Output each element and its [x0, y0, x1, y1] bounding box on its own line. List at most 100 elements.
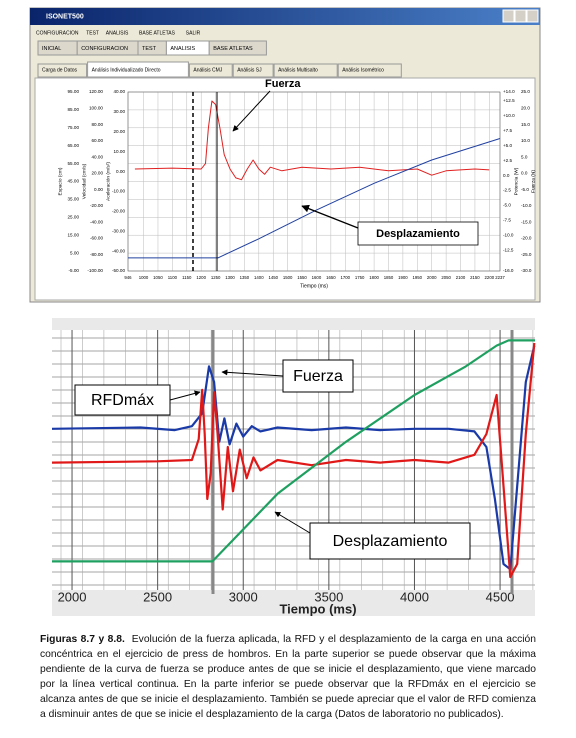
subtab-label[interactable]: Análisis Individualizado Directo [92, 67, 161, 73]
subtab[interactable] [337, 63, 402, 78]
x-tick-label: 1300 [225, 275, 235, 280]
y-tick-label: 15.0 [521, 122, 530, 127]
annotation-box [74, 384, 171, 416]
y-tick-label: -25.0 [521, 252, 532, 257]
x-tick-label: 3000 [229, 589, 258, 604]
bottom-line [51, 345, 536, 571]
caption-text: Evolución de la fuerza aplicada, la RFD … [40, 634, 536, 720]
subtab-label[interactable]: Carga de Datos [42, 67, 78, 73]
subtab-label[interactable]: Análisis SJ [237, 67, 262, 73]
arrow [274, 511, 311, 534]
x-tick-label: 1050 [153, 275, 163, 280]
arrow [221, 369, 284, 377]
tab-label[interactable]: INICIAL [42, 46, 61, 52]
menu-item[interactable]: BASE ATLETAS [139, 30, 176, 36]
bottom-line [52, 339, 535, 563]
annotation: Fuerza [293, 368, 343, 385]
x-tick-label: 1200 [196, 275, 206, 280]
y-tick-label: 10.00 [114, 149, 126, 154]
y-tick-label: -50.00 [112, 268, 125, 273]
x-tick-label: 1700 [340, 275, 350, 280]
y-tick-label: -15.0 [521, 219, 532, 224]
subtab[interactable] [273, 63, 338, 78]
annotation: Desplazamiento [376, 228, 460, 240]
y-tick-label: 100.00 [89, 105, 103, 110]
x-tick-label: 1400 [254, 275, 264, 280]
x-tick-label: 2050 [441, 275, 451, 280]
menu-item[interactable]: SALIR [186, 30, 201, 36]
y-tick-label: -10.00 [112, 189, 125, 194]
arrow [169, 390, 201, 401]
tab[interactable] [208, 40, 267, 56]
y-tick-label: 5.0 [521, 154, 528, 159]
minimize-button[interactable] [502, 9, 515, 23]
window-title: ISONET500 [46, 13, 84, 20]
y-axis-label: Aceleración (m/s²) [105, 162, 111, 201]
x-tick-label: 2000 [58, 589, 87, 604]
x-tick-label: 1450 [268, 275, 278, 280]
y-tick-label: 0.0 [503, 173, 510, 178]
y-tick-label: +14.0 [503, 89, 515, 94]
y-tick-label: -20.0 [521, 236, 532, 241]
y-tick-label: 20.00 [92, 171, 104, 176]
y-tick-label: -7.5 [503, 218, 511, 223]
x-tick-label: 2200 [485, 275, 495, 280]
y-tick-label: -5.00 [69, 268, 80, 273]
y-tick-label: -12.5 [503, 247, 514, 252]
subtab[interactable] [188, 63, 233, 78]
y-tick-label: 0.00 [94, 187, 103, 192]
y-tick-label: 20.0 [521, 105, 530, 110]
x-tick-label: 1950 [413, 275, 423, 280]
y-tick-label: +12.5 [503, 98, 515, 103]
y-tick-label: 40.00 [92, 154, 104, 159]
y-axis-label: Espacio (cm) [57, 167, 63, 195]
x-tick-label: 2000 [427, 275, 437, 280]
x-tick-label: 1800 [369, 275, 379, 280]
subtab[interactable] [232, 63, 274, 78]
x-tick-label: 3500 [314, 589, 343, 604]
x-tick-label: 2150 [470, 275, 480, 280]
y-axis-label: Fuerza (N) [530, 170, 536, 193]
x-tick-label: 1100 [168, 275, 178, 280]
x-tick-label: 1150 [182, 275, 192, 280]
y-tick-label: 75.00 [68, 125, 80, 130]
tab-label[interactable]: TEST [142, 46, 157, 52]
y-axis-label: Potencia (W) [513, 167, 519, 195]
close-button[interactable] [526, 9, 539, 23]
y-tick-label: +7.5 [503, 128, 513, 133]
maximize-button[interactable] [514, 9, 527, 23]
caption-label: Figuras 8.7 y 8.8. [40, 634, 125, 645]
y-tick-label: 65.00 [68, 143, 80, 148]
top-line [128, 138, 501, 259]
y-tick-label: -20.00 [112, 209, 125, 214]
y-tick-label: 0.0 [521, 171, 528, 176]
bottom-line [51, 342, 536, 579]
menu-item[interactable]: TEST [86, 30, 99, 36]
chart-panel [34, 77, 536, 301]
y-tick-label: -10.0 [503, 232, 514, 237]
y-tick-label: -20.00 [90, 203, 103, 208]
x-tick-label: 1350 [240, 275, 250, 280]
y-tick-label: -16.0 [503, 268, 514, 273]
y-tick-label: 5.00 [70, 250, 79, 255]
y-tick-label: -60.00 [90, 236, 103, 241]
tab-label[interactable]: ANALISIS [170, 46, 195, 52]
subtab-label[interactable]: Análisis CMJ [193, 67, 222, 73]
subtab-label[interactable]: Análisis Isométrico [342, 67, 384, 73]
tab-label[interactable]: CONFIGURACION [81, 46, 128, 52]
x-tick-label: 1650 [326, 275, 336, 280]
y-tick-label: 60.00 [92, 138, 104, 143]
tab-label[interactable]: BASE ATLETAS [213, 46, 253, 52]
y-tick-label: 20.00 [114, 129, 126, 134]
x-axis-label: Tiempo (ms) [300, 283, 328, 289]
subtab[interactable] [87, 61, 189, 78]
subtab-label[interactable]: Análisis Multisalto [278, 67, 318, 73]
y-tick-label: -80.00 [90, 252, 103, 257]
x-tick-label: 2100 [456, 275, 466, 280]
menu-item[interactable]: CONFIGURACION [36, 30, 79, 36]
y-tick-label: 25.0 [521, 89, 530, 94]
subtab[interactable] [37, 63, 88, 78]
menu-item[interactable]: ANALISIS [106, 30, 129, 36]
x-axis-label: Tiempo (ms) [279, 601, 356, 616]
